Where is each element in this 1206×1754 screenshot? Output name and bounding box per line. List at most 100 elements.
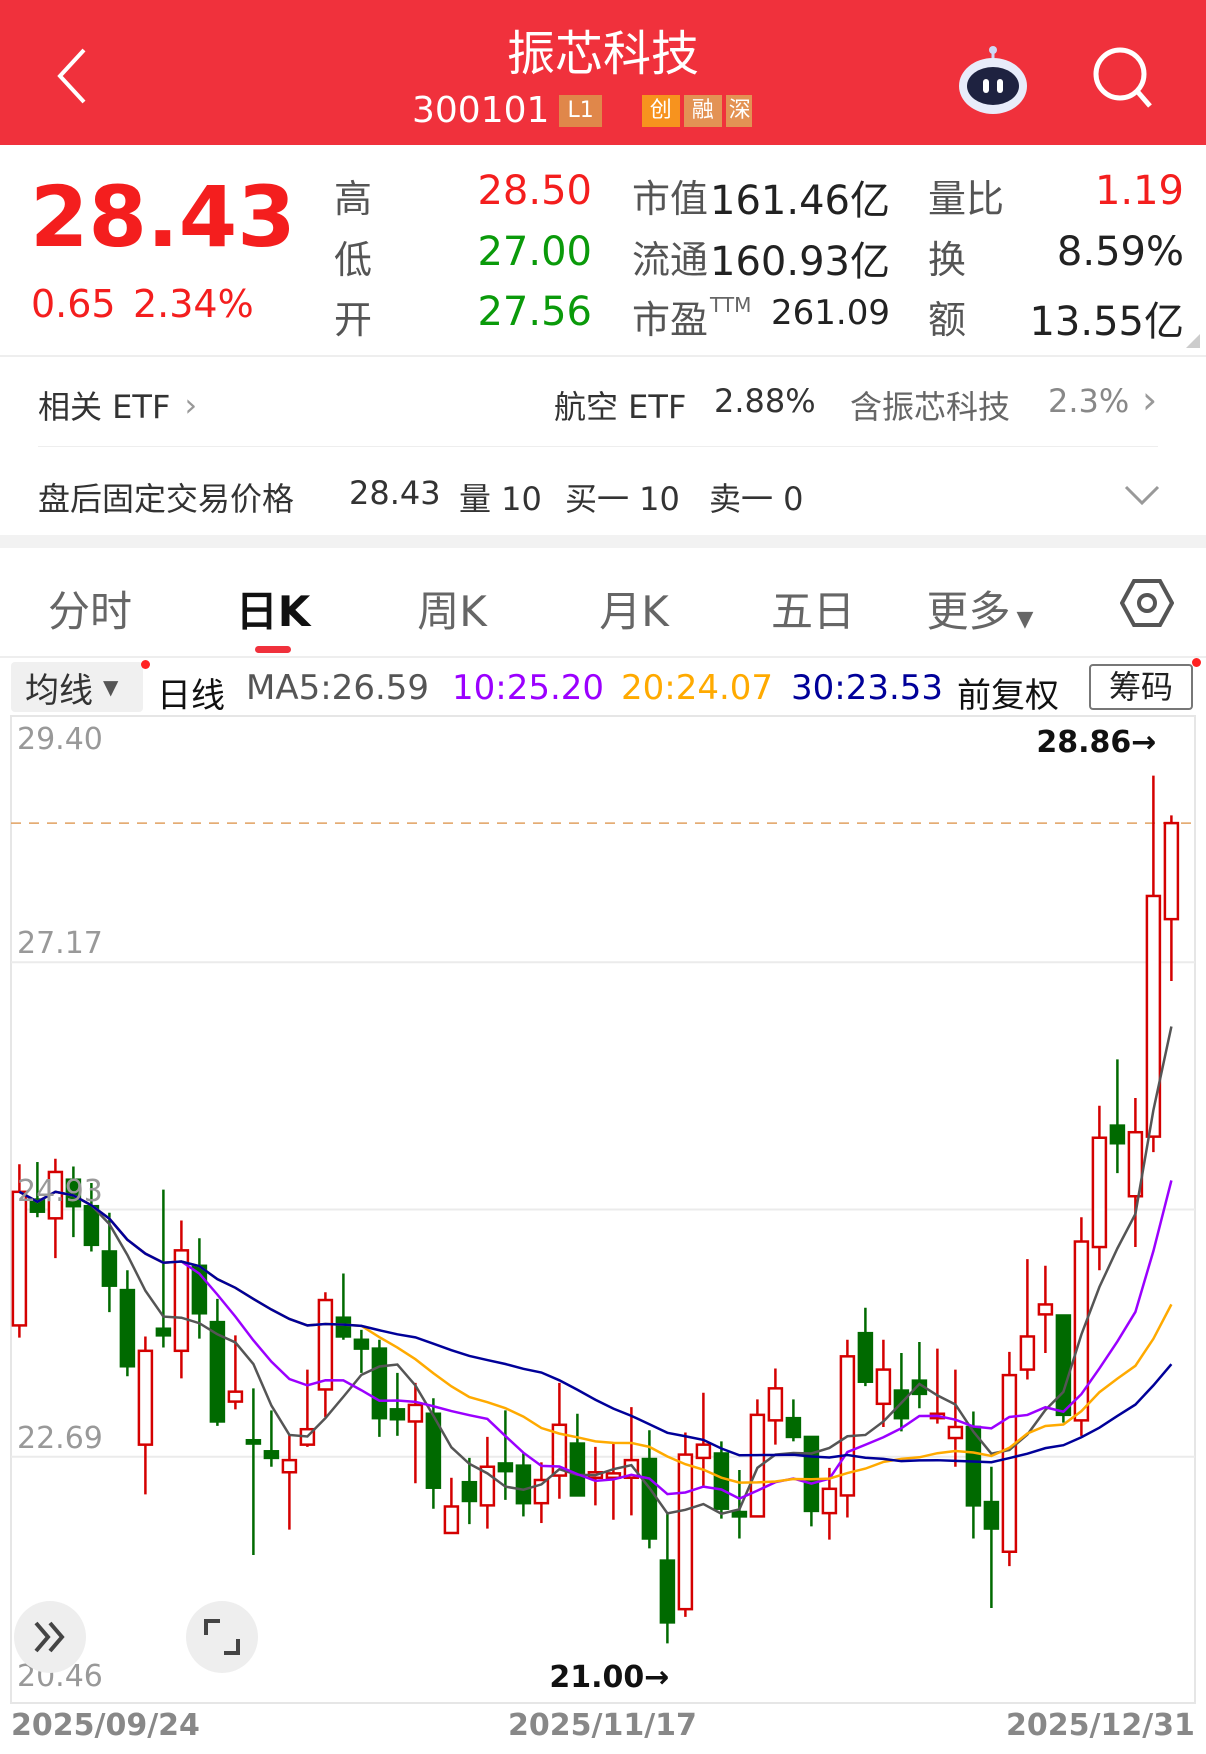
after-hours-ask: 卖一 0 bbox=[709, 480, 804, 518]
chevron-right-icon[interactable]: › bbox=[1142, 378, 1158, 422]
ma30-value: 30:23.53 bbox=[791, 668, 944, 708]
candle-up bbox=[1073, 1240, 1090, 1422]
current-price: 28.43 bbox=[30, 168, 296, 266]
tab-5[interactable]: 更多 ▼ bbox=[927, 578, 1034, 639]
stat-value: 1.19 bbox=[1094, 168, 1184, 214]
tab-3[interactable]: 月K bbox=[599, 578, 669, 639]
active-tab-indicator bbox=[255, 646, 291, 653]
etf-pct: 2.88% bbox=[714, 382, 816, 420]
stat-value: 28.50 bbox=[477, 168, 592, 214]
adjust-mode[interactable]: 前复权 bbox=[957, 676, 1059, 716]
candle-down bbox=[1109, 1124, 1126, 1145]
chevron-down-icon[interactable] bbox=[1124, 484, 1160, 506]
tab-4[interactable]: 五日 bbox=[771, 578, 855, 639]
price-change: 0.65 bbox=[31, 282, 116, 326]
candle-down bbox=[209, 1320, 226, 1423]
candle-down bbox=[101, 1250, 118, 1287]
candle-up bbox=[1163, 821, 1180, 921]
candle-up bbox=[443, 1505, 460, 1535]
stat-label: 量比 bbox=[928, 177, 1005, 221]
candle-down bbox=[461, 1480, 478, 1503]
expand-panel-button[interactable] bbox=[14, 1601, 86, 1673]
candle-up bbox=[11, 1190, 28, 1327]
tab-0[interactable]: 分时 bbox=[48, 578, 132, 639]
stat-label: 市值 bbox=[632, 177, 709, 221]
candle-down bbox=[497, 1462, 514, 1473]
x-date-label: 2025/11/17 bbox=[508, 1708, 697, 1743]
settings-icon[interactable] bbox=[1120, 578, 1174, 628]
candle-down bbox=[1055, 1314, 1072, 1417]
y-tick-label: 22.69 bbox=[17, 1420, 103, 1456]
candle-down bbox=[371, 1347, 388, 1420]
candle-down bbox=[569, 1442, 586, 1497]
tab-label: 五日 bbox=[770, 587, 856, 636]
candle-up bbox=[677, 1453, 694, 1611]
tab-label: 日K bbox=[235, 587, 311, 636]
chevron-left-icon[interactable] bbox=[52, 46, 92, 106]
candle-up bbox=[1019, 1335, 1036, 1371]
candle-up bbox=[137, 1349, 154, 1446]
candle-up bbox=[407, 1403, 424, 1423]
chips-button[interactable]: 筹码 bbox=[1089, 664, 1193, 710]
margin-tag: 融 bbox=[683, 94, 722, 127]
ma5-line bbox=[18, 1026, 1173, 1516]
after-hours-label: 盘后固定交易价格 bbox=[38, 480, 295, 518]
search-icon[interactable] bbox=[1092, 46, 1154, 110]
ma20-line bbox=[18, 1190, 1173, 1484]
stat-value: 27.56 bbox=[477, 289, 592, 335]
candle-down bbox=[803, 1435, 820, 1513]
candle-up bbox=[551, 1423, 568, 1477]
ma-dropdown[interactable]: 均线 ▼ bbox=[11, 662, 143, 712]
candle-up bbox=[605, 1472, 622, 1480]
candle-down bbox=[785, 1416, 802, 1439]
stat-label: 高 bbox=[334, 177, 373, 221]
stat-value: 261.09 bbox=[771, 293, 890, 333]
x-date-label: 2025/12/31 bbox=[1006, 1708, 1195, 1743]
ma-dropdown-label: 均线 bbox=[25, 670, 93, 711]
tab-label: 分时 bbox=[47, 587, 133, 636]
stat-value: 27.00 bbox=[477, 229, 592, 275]
candle-down bbox=[335, 1316, 352, 1338]
candle-up bbox=[1145, 894, 1162, 1138]
fullscreen-button[interactable] bbox=[186, 1601, 258, 1673]
candle-up bbox=[695, 1443, 712, 1460]
candle-down bbox=[857, 1331, 874, 1383]
stat-value: 13.55亿 bbox=[1029, 299, 1184, 345]
etf-name[interactable]: 航空 ETF bbox=[554, 388, 687, 426]
candle-up bbox=[1001, 1373, 1018, 1553]
candle-up bbox=[875, 1368, 892, 1406]
etf-weight: 2.3% bbox=[1048, 382, 1130, 420]
ma10-line bbox=[18, 1180, 1173, 1501]
candle-down bbox=[29, 1198, 46, 1213]
candle-down bbox=[731, 1510, 748, 1518]
section-gap bbox=[0, 535, 1206, 548]
etf-contains: 含振芯科技 bbox=[850, 388, 1011, 426]
y-tick-label: 27.17 bbox=[17, 926, 103, 962]
stock-name: 振芯科技 bbox=[506, 26, 699, 82]
stat-sup: TTM bbox=[710, 293, 752, 317]
tab-2[interactable]: 周K bbox=[417, 578, 487, 639]
tab-label: 更多 bbox=[926, 587, 1011, 636]
candle-down bbox=[119, 1288, 136, 1368]
stat-label: 额 bbox=[928, 298, 967, 342]
candle-up bbox=[623, 1458, 640, 1480]
caret-down-icon: ▼ bbox=[1016, 607, 1034, 632]
chevron-right-icon: › bbox=[184, 386, 198, 424]
stat-label: 市盈 bbox=[632, 298, 709, 342]
shenzhen-tag: 深 bbox=[725, 94, 752, 127]
corner-mark bbox=[1186, 334, 1200, 348]
stat-label: 流通 bbox=[632, 238, 709, 282]
candle-up bbox=[227, 1390, 244, 1403]
ma30-line bbox=[18, 1190, 1173, 1464]
stat-label: 低 bbox=[334, 238, 373, 282]
robot-icon[interactable] bbox=[956, 42, 1030, 114]
candle-down bbox=[389, 1408, 406, 1421]
stat-value: 8.59% bbox=[1056, 229, 1184, 275]
related-etf-link[interactable]: 相关 ETF › bbox=[38, 382, 197, 428]
price-change-pct: 2.34% bbox=[133, 282, 254, 326]
divider bbox=[0, 656, 1206, 658]
ma20-value: 20:24.07 bbox=[621, 668, 774, 708]
tab-label: 周K bbox=[417, 587, 487, 636]
tab-1[interactable]: 日K bbox=[236, 578, 311, 639]
